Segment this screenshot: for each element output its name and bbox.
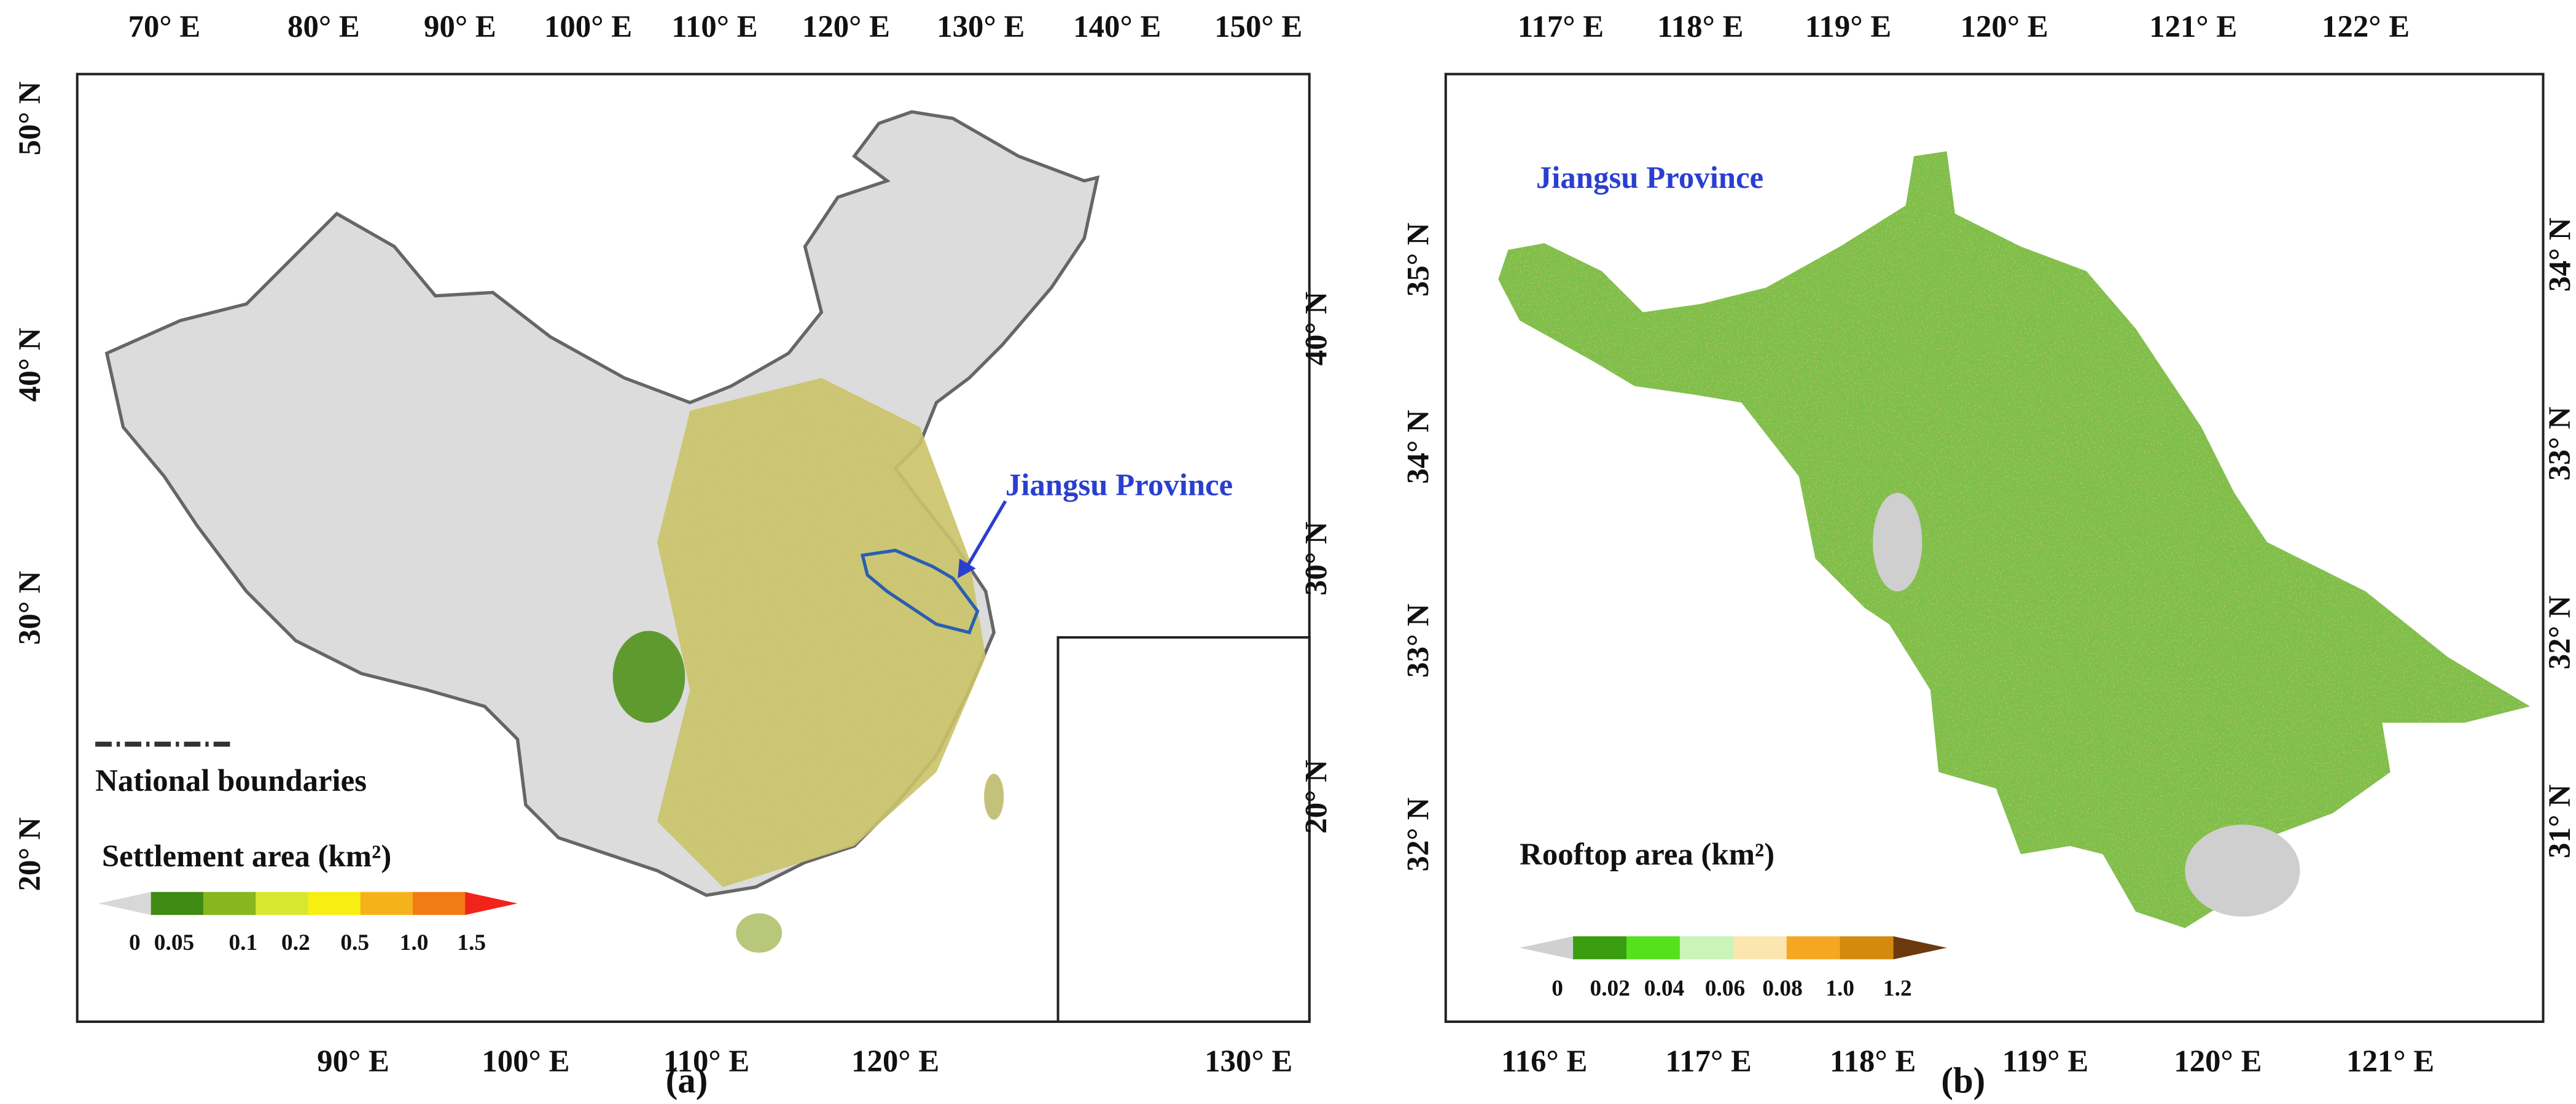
legend-label: 0.06 (1705, 976, 1746, 1001)
taihu-lake (2185, 825, 2300, 917)
legend-swatch (1786, 936, 1841, 960)
arrow (964, 500, 1007, 570)
legend-swatch (256, 892, 309, 915)
bottom-tick-label: 119° E (2002, 1044, 2088, 1078)
legend-label: 0 (1551, 976, 1563, 1001)
bottom-tick-label: 118° E (1830, 1044, 1916, 1078)
bottom-tick-label: 130° E (1204, 1044, 1292, 1078)
top-tick-label: 110° E (671, 9, 757, 44)
legend-swatch (413, 892, 466, 915)
legend-swatch (308, 892, 362, 915)
sichuan-basin (612, 631, 685, 723)
legend-label: 0.08 (1762, 976, 1803, 1001)
left-tick-label: 20° N (12, 817, 47, 892)
annotation: Jiangsu Province (1005, 467, 1233, 502)
top-tick-label: 120° E (1961, 9, 2048, 44)
legend-label: 0.05 (154, 930, 195, 955)
boundary-legend: National boundaries (95, 763, 367, 798)
taiwan (984, 774, 1004, 820)
legend-swatch (1520, 936, 1574, 960)
legend-label: 1.2 (1883, 976, 1912, 1001)
legend-swatch (150, 892, 205, 915)
top-tick-label: 118° E (1657, 9, 1743, 44)
left-tick-label: 30° N (12, 570, 47, 645)
hainan (736, 913, 783, 953)
top-tick-label: 150° E (1214, 9, 1302, 44)
top-tick-label: 122° E (2322, 9, 2410, 44)
legend-swatch (203, 892, 257, 915)
annotation: Jiangsu Province (1536, 160, 1763, 195)
right-tick-label: 40° N (1298, 292, 1333, 366)
right-tick-label: 32° N (2542, 595, 2576, 669)
legend-label: 0.1 (228, 930, 257, 955)
settlement-density (657, 378, 986, 887)
left-tick-label: 32° N (1400, 797, 1435, 871)
legend-swatch (360, 892, 414, 915)
top-tick-label: 120° E (802, 9, 890, 44)
legend-label: 0 (129, 930, 141, 955)
right-tick-label: 34° N (2542, 217, 2576, 292)
top-tick-label: 100° E (544, 9, 632, 44)
left-tick-label: 50° N (12, 81, 47, 155)
jiangsu-map (1498, 151, 2531, 928)
legend-title: Settlement area (km²) (102, 839, 391, 873)
caption: (b) (1941, 1060, 1985, 1100)
right-tick-label: 20° N (1298, 760, 1333, 834)
left-tick-label: 35° N (1400, 222, 1435, 297)
top-tick-label: 130° E (937, 9, 1025, 44)
left-tick-label: 34° N (1400, 410, 1435, 484)
top-tick-label: 119° E (1805, 9, 1891, 44)
legend-swatch (98, 892, 151, 915)
legend-swatch (1840, 936, 1894, 960)
legend-swatch (1573, 936, 1628, 960)
top-tick-label: 121° E (2149, 9, 2237, 44)
legend-swatch (465, 892, 518, 915)
hongze-lake (1873, 492, 1922, 592)
legend-label: 0.2 (281, 930, 310, 955)
bottom-tick-label: 120° E (851, 1044, 939, 1078)
legend-swatch (1893, 936, 1947, 960)
bottom-tick-label: 90° E (317, 1044, 389, 1078)
top-tick-label: 117° E (1518, 9, 1604, 44)
legend-label: 1.0 (400, 930, 429, 955)
bottom-tick-label: 100° E (482, 1044, 569, 1078)
jiangsu-outline (860, 548, 980, 635)
top-tick-label: 140° E (1073, 9, 1161, 44)
right-tick-label: 33° N (2542, 406, 2576, 481)
right-tick-label: 30° N (1298, 521, 1333, 596)
legend-label: 0.04 (1644, 976, 1685, 1001)
legend-swatch (1679, 936, 1735, 960)
bottom-tick-label: 110° E (663, 1044, 749, 1078)
legend-label: 1.5 (457, 930, 486, 955)
legend-label: 1.0 (1825, 976, 1854, 1001)
top-tick-label: 80° E (287, 9, 360, 44)
legend-label: 0.5 (340, 930, 369, 955)
legend-label: 0.02 (1590, 976, 1630, 1001)
top-tick-label: 90° E (424, 9, 496, 44)
top-tick-label: 70° E (128, 9, 201, 44)
bottom-tick-label: 121° E (2346, 1044, 2434, 1078)
left-tick-label: 33° N (1400, 604, 1435, 678)
legend-swatch (1733, 936, 1788, 960)
left-tick-label: 40° N (12, 328, 47, 402)
bottom-tick-label: 117° E (1666, 1044, 1752, 1078)
bottom-tick-label: 120° E (2174, 1044, 2262, 1078)
inset-frame (1056, 636, 1311, 1023)
legend-title: Rooftop area (km²) (1520, 837, 1774, 871)
arrow-head (958, 558, 976, 578)
right-tick-label: 31° N (2542, 784, 2576, 858)
legend-swatch (1626, 936, 1681, 960)
caption: (a) (666, 1060, 708, 1100)
bottom-tick-label: 116° E (1501, 1044, 1587, 1078)
